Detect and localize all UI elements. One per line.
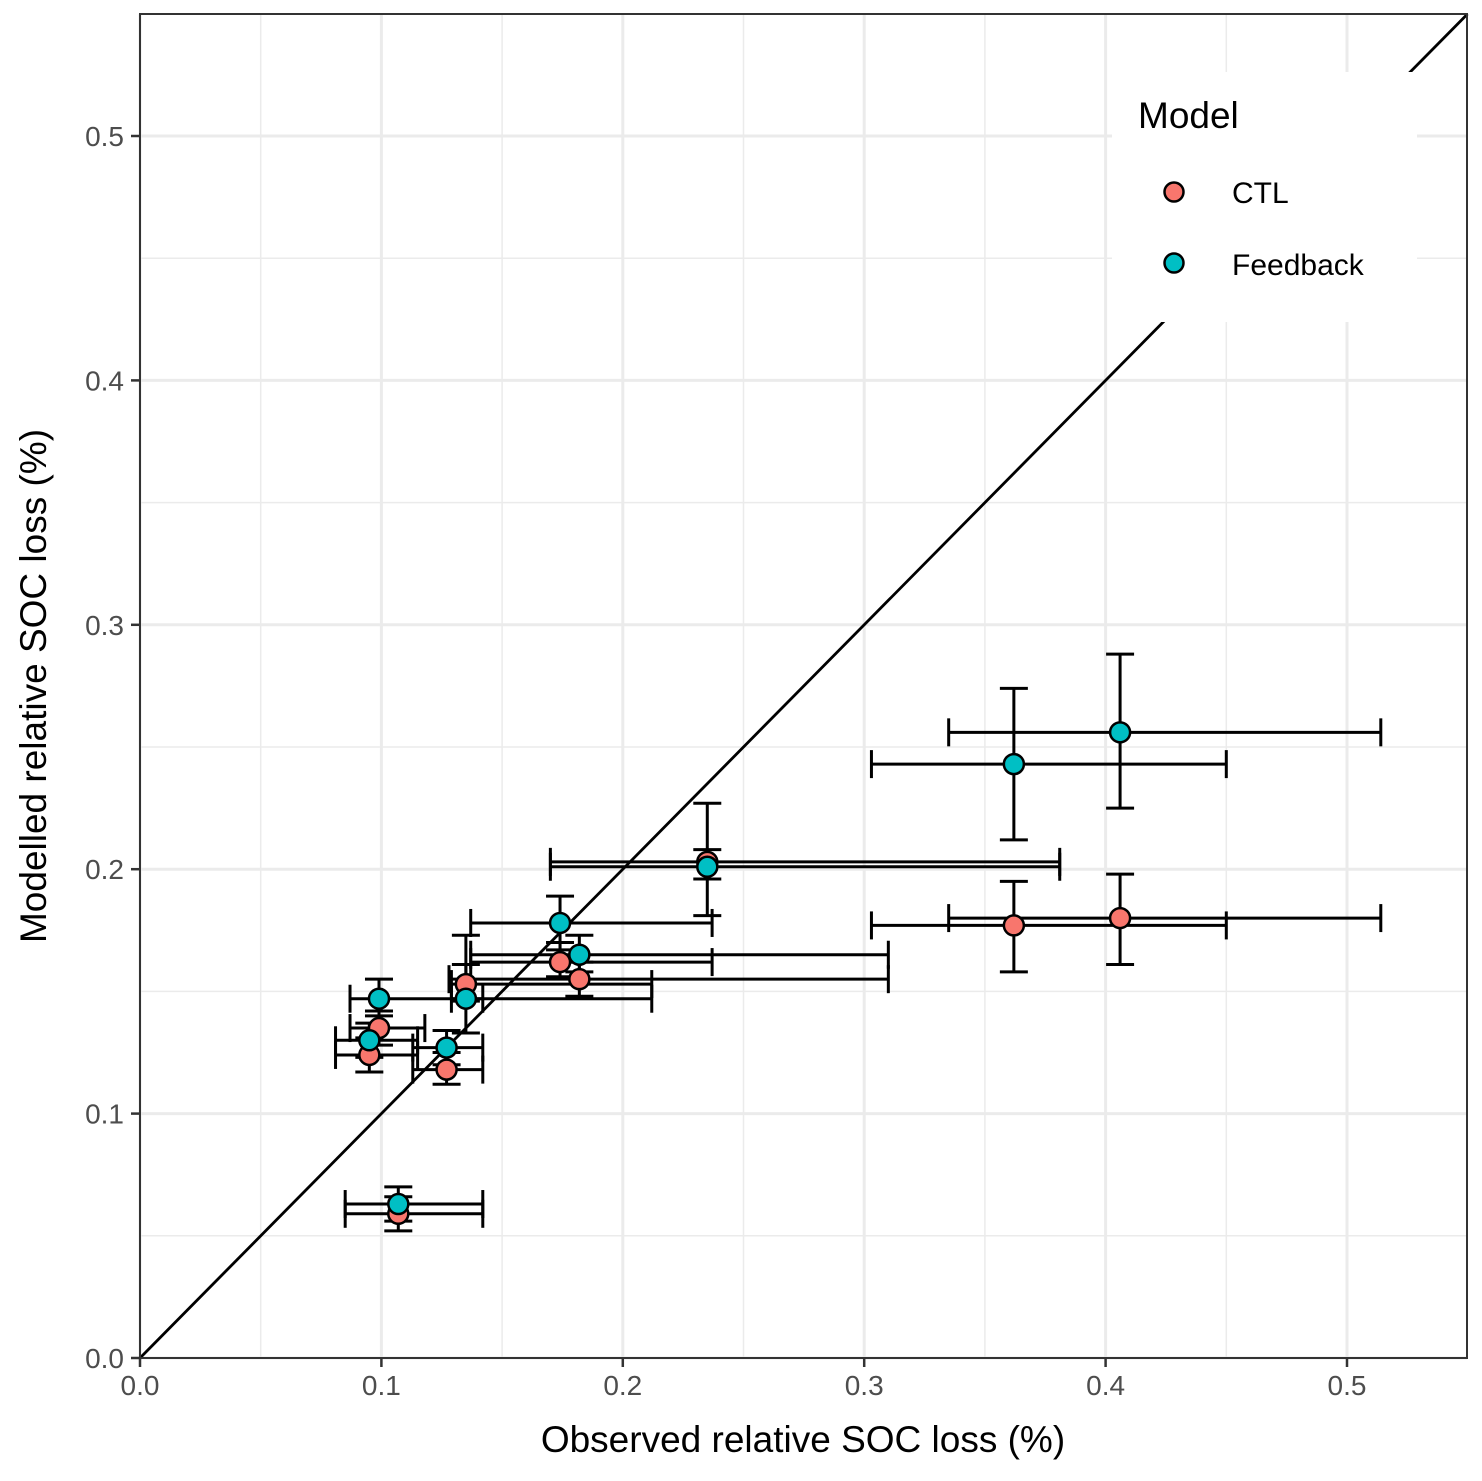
x-tick-label: 0.0 xyxy=(121,1370,160,1401)
y-tick-label: 0.0 xyxy=(85,1343,124,1374)
point-feedback xyxy=(1108,721,1132,744)
legend-label-feedback: Feedback xyxy=(1232,249,1365,282)
legend: Model CTL Feedback xyxy=(1112,72,1417,322)
point-ctl xyxy=(1002,914,1026,937)
legend-label-ctl: CTL xyxy=(1232,177,1289,210)
x-tick-label: 0.1 xyxy=(362,1370,401,1401)
x-tick-label: 0.5 xyxy=(1328,1370,1367,1401)
plot-border xyxy=(139,13,1468,1359)
point-feedback xyxy=(358,1029,381,1052)
point-ctl xyxy=(1108,906,1132,930)
y-axis: 0.0 0.1 0.2 0.3 0.4 0.5 xyxy=(85,121,140,1374)
x-tick-label: 0.3 xyxy=(845,1370,884,1401)
legend-key-ctl xyxy=(1163,181,1185,203)
data-points xyxy=(358,721,1132,1226)
point-feedback xyxy=(568,943,591,966)
point-feedback xyxy=(387,1192,410,1216)
legend-key-feedback xyxy=(1163,252,1185,274)
y-tick-label: 0.3 xyxy=(85,610,124,641)
legend-title: Model xyxy=(1138,95,1239,136)
point-ctl xyxy=(568,967,591,991)
x-axis-title: Observed relative SOC loss (%) xyxy=(541,1419,1065,1460)
point-ctl xyxy=(435,1058,458,1081)
point-feedback xyxy=(367,987,391,1010)
point-feedback xyxy=(548,911,572,935)
y-axis-title: Modelled relative SOC loss (%) xyxy=(13,429,54,943)
point-feedback xyxy=(454,987,478,1010)
legend-background xyxy=(1112,72,1417,322)
y-tick-label: 0.4 xyxy=(85,365,124,396)
point-feedback xyxy=(435,1036,458,1059)
y-tick-label: 0.1 xyxy=(85,1099,124,1130)
point-feedback xyxy=(1002,752,1026,776)
y-tick-label: 0.2 xyxy=(85,854,124,885)
point-feedback xyxy=(696,855,719,879)
point-ctl xyxy=(548,950,572,974)
x-axis: 0.0 0.1 0.2 0.3 0.4 0.5 xyxy=(121,1358,1367,1401)
x-tick-label: 0.4 xyxy=(1086,1370,1125,1401)
y-tick-label: 0.5 xyxy=(85,121,124,152)
x-tick-label: 0.2 xyxy=(603,1370,642,1401)
